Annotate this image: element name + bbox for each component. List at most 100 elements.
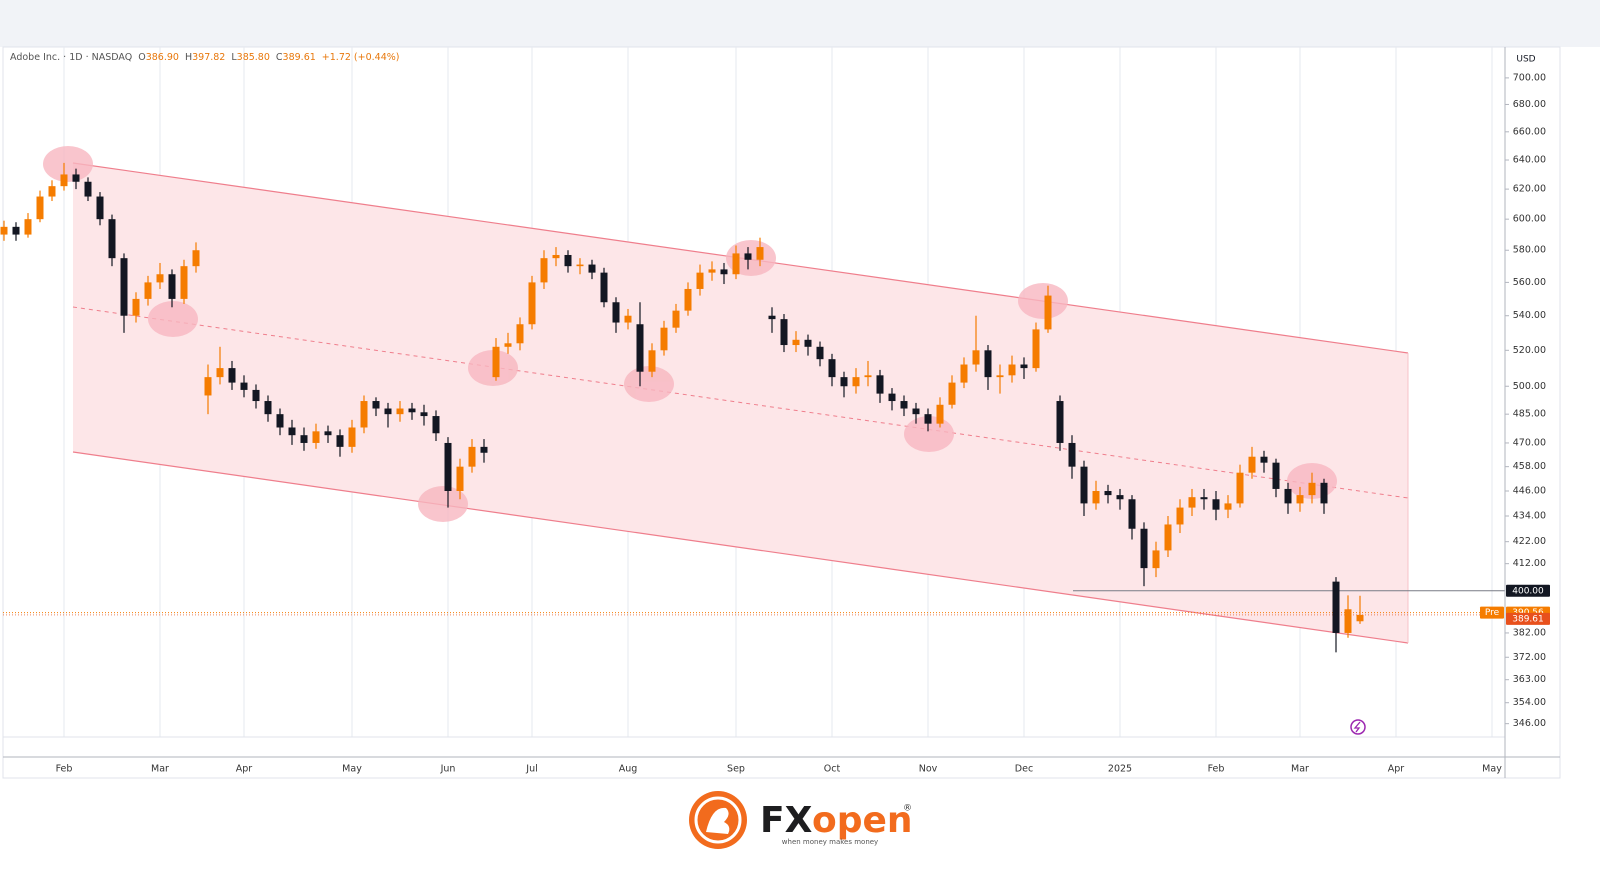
candle-body: [744, 253, 752, 260]
ohlc-value: 385.80: [237, 52, 270, 63]
candle-body: [792, 339, 800, 346]
candle-body: [432, 416, 440, 434]
candle-body: [936, 404, 944, 424]
y-tick-label: 412.00: [1513, 558, 1546, 569]
candle-body: [384, 408, 392, 415]
currency: USD: [1516, 55, 1535, 65]
candle-body: [1128, 499, 1136, 529]
y-tick-label: 680.00: [1513, 99, 1546, 110]
candle-body: [516, 324, 524, 344]
candle-body: [24, 219, 32, 235]
logo-tagline: when money makes money: [782, 838, 878, 846]
y-tick-label: 346.00: [1513, 718, 1546, 729]
logo-bull: [706, 807, 730, 834]
candle-body: [1332, 581, 1340, 633]
channel-middle: [72, 306, 1409, 499]
candle-body: [336, 435, 344, 447]
flash-icon: [1350, 719, 1366, 735]
ohlc-key: L: [231, 52, 237, 63]
candle-body: [1176, 507, 1184, 525]
y-tick-label: 363.00: [1513, 674, 1546, 685]
candle-body: [504, 343, 512, 347]
candle-body: [360, 401, 368, 428]
candle-body: [1212, 499, 1220, 510]
price-tag-prefix-box: [1480, 606, 1504, 619]
candle-body: [216, 368, 224, 378]
y-tick-label: 422.00: [1513, 536, 1546, 547]
candle-body: [672, 310, 680, 328]
channel-lower: [72, 451, 1409, 644]
candle-body: [48, 186, 56, 197]
candle-body: [1272, 462, 1280, 489]
y-tick-label: 660.00: [1513, 126, 1546, 137]
candle-body: [1344, 609, 1352, 633]
touch-circle: [148, 301, 198, 337]
candle-body: [1308, 482, 1316, 496]
price-tag: [1506, 584, 1550, 597]
logo: FX open ® when money makes money: [689, 791, 913, 849]
candle-body: [1068, 442, 1076, 467]
candle-body: [0, 226, 8, 235]
y-tick-label: 620.00: [1513, 184, 1546, 195]
candle-body: [144, 282, 152, 299]
candle-body: [1116, 495, 1124, 500]
candle-body: [780, 319, 788, 346]
price-tag: [1506, 612, 1550, 625]
candle-body: [96, 196, 104, 220]
y-tick-label: 434.00: [1513, 510, 1546, 521]
candle-body: [12, 226, 20, 235]
logo-ring: [694, 796, 742, 844]
candle-body: [624, 315, 632, 323]
candle-body: [420, 412, 428, 417]
candle-body: [912, 408, 920, 415]
price-tag-prefix: Pre: [1485, 608, 1500, 618]
x-tick-label: 2025: [1108, 764, 1132, 775]
candle-body: [84, 181, 92, 197]
candle-body: [1056, 401, 1064, 443]
candle-body: [180, 266, 188, 299]
candle-body: [1152, 550, 1160, 569]
candle-body: [588, 264, 596, 273]
candle-body: [1080, 466, 1088, 504]
candle-body: [492, 346, 500, 378]
candle-body: [732, 253, 740, 275]
candle-body: [564, 254, 572, 267]
candle-body: [768, 315, 776, 320]
candle-body: [168, 274, 176, 299]
candle-body: [324, 431, 332, 436]
flash-circle: [1350, 719, 1366, 735]
y-tick-label: 458.00: [1513, 461, 1546, 472]
candle-body: [1284, 488, 1292, 504]
candle-body: [960, 364, 968, 383]
x-tick-label: Nov: [919, 764, 938, 775]
x-tick-label: Feb: [1208, 764, 1225, 775]
candle-body: [708, 269, 716, 273]
touch-circle: [904, 416, 954, 452]
candle-body: [900, 401, 908, 409]
x-tick-label: May: [1482, 764, 1502, 775]
candle-body: [1020, 364, 1028, 369]
candle-body: [192, 250, 200, 267]
touch-circle: [624, 366, 674, 402]
ohlc-value: 386.90: [146, 52, 179, 63]
symbol: Adobe Inc. · 1D · NASDAQ: [10, 52, 132, 63]
candle-body: [396, 408, 404, 415]
candle-body: [204, 377, 212, 396]
y-tick-label: 372.00: [1513, 652, 1546, 663]
candle-body: [996, 375, 1004, 378]
candle-body: [408, 408, 416, 413]
candle-body: [36, 196, 44, 220]
candle-body: [60, 174, 68, 187]
candle-body: [756, 247, 764, 260]
logo-fx: FX: [760, 800, 813, 841]
candle-body: [1260, 456, 1268, 463]
ohlc-value: 397.82: [192, 52, 225, 63]
ohlc-key: C: [276, 52, 283, 63]
x-tick-label: Aug: [619, 764, 638, 775]
x-tick-label: Apr: [1388, 764, 1405, 775]
candle-body: [924, 414, 932, 424]
candle-body: [1236, 472, 1244, 504]
y-tick-label: 560.00: [1513, 277, 1546, 288]
candle-body: [540, 258, 548, 283]
